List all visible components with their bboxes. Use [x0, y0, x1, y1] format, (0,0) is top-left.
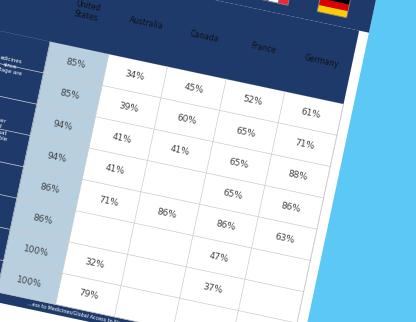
Text: 65%: 65% — [228, 157, 250, 170]
Text: 52%: 52% — [242, 94, 263, 108]
Text: 100%: 100% — [22, 244, 50, 258]
Polygon shape — [0, 215, 10, 292]
Text: ancer
ved
2. what
available: ancer ved 2. what available — [0, 115, 12, 142]
Polygon shape — [319, 0, 349, 11]
Text: edicines
since
ntage are: edicines since ntage are — [0, 55, 25, 77]
Text: 85%: 85% — [59, 88, 80, 101]
Text: 41%: 41% — [111, 132, 132, 145]
Text: 32%: 32% — [84, 257, 106, 270]
Text: 79%: 79% — [77, 289, 99, 302]
Text: 86%: 86% — [32, 213, 54, 226]
Text: 86%: 86% — [215, 220, 236, 232]
Text: United
States: United States — [73, 0, 102, 23]
Text: 45%: 45% — [183, 82, 204, 95]
Text: 65%: 65% — [235, 126, 256, 139]
Text: 85%: 85% — [65, 57, 87, 70]
Text: 94%: 94% — [45, 151, 67, 164]
Text: France: France — [250, 42, 277, 56]
Polygon shape — [0, 153, 24, 229]
Text: Canada: Canada — [189, 29, 220, 43]
Text: 86%: 86% — [39, 182, 60, 195]
Polygon shape — [0, 0, 380, 33]
Text: 61%: 61% — [300, 107, 322, 120]
Polygon shape — [320, 0, 351, 5]
Text: 41%: 41% — [169, 145, 191, 157]
Polygon shape — [268, 0, 282, 3]
Polygon shape — [0, 278, 290, 322]
Polygon shape — [317, 5, 348, 18]
Polygon shape — [0, 42, 109, 305]
Text: 65%: 65% — [221, 188, 243, 201]
Text: 41%: 41% — [104, 163, 126, 176]
Polygon shape — [0, 0, 384, 322]
Text: 88%: 88% — [287, 169, 308, 183]
Text: 37%: 37% — [201, 282, 223, 295]
Text: Germany: Germany — [304, 53, 340, 69]
Text: 71%: 71% — [293, 138, 315, 151]
Polygon shape — [258, 0, 272, 1]
Polygon shape — [0, 0, 359, 104]
Text: 100%: 100% — [16, 276, 43, 290]
Text: 47%: 47% — [208, 251, 230, 264]
Text: 71%: 71% — [97, 195, 119, 208]
Text: 63%: 63% — [273, 232, 295, 245]
Polygon shape — [278, 0, 292, 5]
Text: Australia: Australia — [128, 16, 164, 32]
Text: 86%: 86% — [156, 207, 178, 220]
Text: 60%: 60% — [176, 113, 198, 126]
Text: ...ess to Medicines/Global Access to New Medicines Report and oth...: ...ess to Medicines/Global Access to New… — [27, 301, 192, 322]
Polygon shape — [0, 90, 37, 167]
Text: 94%: 94% — [52, 119, 74, 133]
Text: 34%: 34% — [124, 70, 146, 82]
Polygon shape — [0, 27, 344, 322]
Text: 86%: 86% — [280, 201, 302, 214]
Text: 39%: 39% — [117, 101, 139, 114]
Polygon shape — [0, 27, 50, 104]
